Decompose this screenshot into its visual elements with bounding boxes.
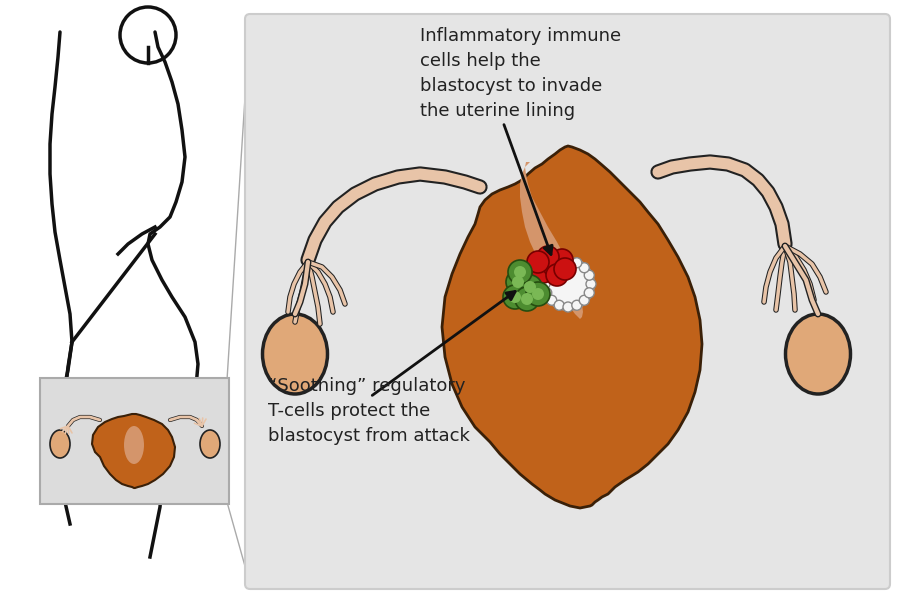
Polygon shape: [92, 414, 175, 488]
Ellipse shape: [50, 430, 70, 458]
Circle shape: [541, 270, 551, 280]
Ellipse shape: [200, 430, 220, 458]
Circle shape: [515, 287, 539, 311]
Circle shape: [541, 288, 551, 298]
Circle shape: [537, 246, 559, 268]
Circle shape: [572, 258, 582, 268]
Circle shape: [503, 285, 527, 309]
Circle shape: [579, 262, 589, 273]
Circle shape: [532, 288, 544, 300]
Circle shape: [563, 256, 573, 266]
Circle shape: [547, 262, 557, 273]
Text: “Soothing” regulatory
T-cells protect the
blastocyst from attack: “Soothing” regulatory T-cells protect th…: [268, 377, 470, 445]
Circle shape: [532, 261, 554, 283]
Ellipse shape: [786, 314, 850, 394]
Circle shape: [579, 295, 589, 305]
Circle shape: [563, 302, 573, 312]
Circle shape: [585, 270, 594, 280]
Ellipse shape: [262, 314, 328, 394]
Circle shape: [527, 251, 549, 273]
Circle shape: [514, 266, 526, 278]
Circle shape: [512, 276, 524, 288]
Circle shape: [547, 295, 557, 305]
Circle shape: [540, 279, 550, 289]
Ellipse shape: [124, 426, 144, 464]
Circle shape: [518, 275, 542, 299]
Circle shape: [509, 291, 521, 303]
Circle shape: [524, 281, 536, 293]
Circle shape: [506, 270, 530, 294]
Circle shape: [585, 288, 594, 298]
Circle shape: [572, 300, 582, 310]
Circle shape: [542, 258, 594, 310]
Polygon shape: [520, 162, 583, 319]
Text: Inflammatory immune
cells help the
blastocyst to invade
the uterine lining: Inflammatory immune cells help the blast…: [420, 27, 621, 120]
Circle shape: [526, 282, 550, 306]
Circle shape: [586, 279, 596, 289]
Circle shape: [521, 293, 533, 305]
FancyBboxPatch shape: [40, 378, 229, 504]
FancyBboxPatch shape: [245, 14, 890, 589]
Circle shape: [554, 300, 564, 310]
Circle shape: [554, 258, 564, 268]
Circle shape: [551, 249, 573, 271]
Circle shape: [554, 258, 576, 280]
Circle shape: [508, 260, 532, 284]
Circle shape: [543, 255, 565, 277]
Circle shape: [546, 264, 568, 286]
Polygon shape: [442, 146, 702, 508]
